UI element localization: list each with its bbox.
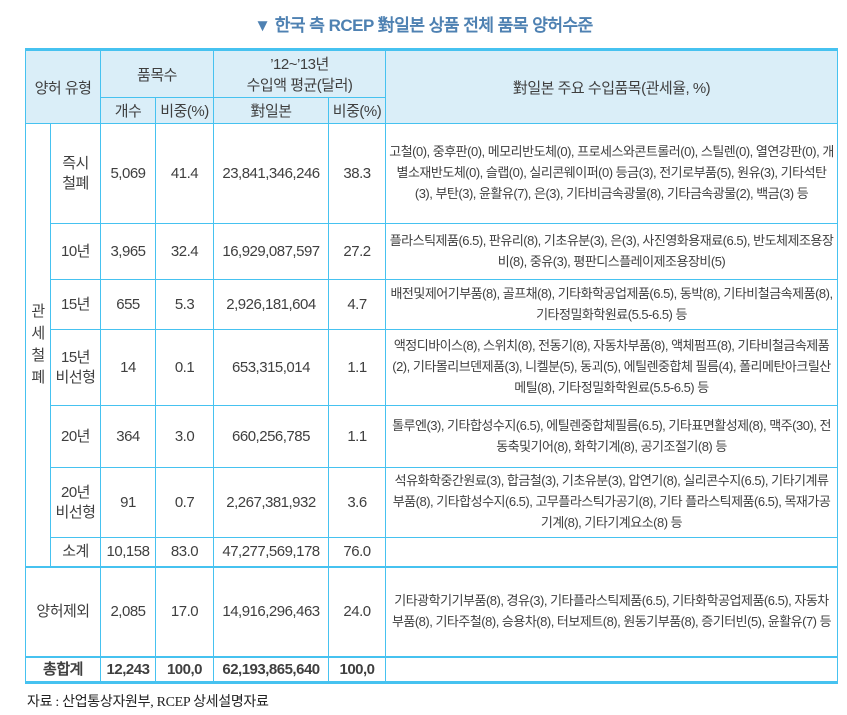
cell-import-pct: 38.3: [327, 123, 387, 224]
cell-items: 톨루엔(3), 기타합성수지(6.5), 에틸렌중합체필름(6.5), 기타표면…: [385, 405, 839, 468]
table-row-10y: 10년 3,965 32.4 16,929,087,597 27.2 플라스틱제…: [26, 223, 839, 280]
cell-import-value: 2,926,181,604: [213, 279, 329, 330]
cell-type: 소계: [50, 537, 101, 567]
cell-count: 3,965: [100, 223, 156, 280]
cell-count: 10,158: [100, 537, 156, 567]
header-concession-type: 양허 유형: [25, 49, 101, 124]
cell-items: [385, 537, 839, 567]
cell-type: 20년: [50, 405, 101, 468]
cell-count-pct: 17.0: [155, 565, 214, 657]
cell-count-pct: 5.3: [155, 279, 214, 330]
cell-type: 10년: [50, 223, 101, 280]
cell-count-pct: 0.7: [155, 467, 214, 538]
rcep-concession-table: 양허 유형 품목수 ’12~’13년 수입액 평균(달러) 對일본 주요 수입품…: [25, 48, 839, 684]
cell-count-pct: 0.1: [155, 329, 214, 406]
cell-import-value: 14,916,296,463: [213, 565, 329, 657]
cell-count-pct: 32.4: [155, 223, 214, 280]
table-title: ▼ 한국 측 RCEP 對일본 상품 전체 품목 양허수준: [254, 16, 593, 35]
table-row-15y-nonlinear: 15년 비선형 14 0.1 653,315,014 1.1 액정디바이스(8)…: [26, 329, 839, 406]
header-import-avg-line2: 수입액 평균(달러): [246, 77, 353, 94]
cell-items: 배전및제어기부품(8), 골프채(8), 기타화학공업제품(6.5), 동박(8…: [385, 279, 839, 330]
cell-count-pct: 3.0: [155, 405, 214, 468]
cell-import-pct: 4.7: [327, 279, 387, 330]
table-row-exclusion: 양허제외 2,085 17.0 14,916,296,463 24.0 기타광학…: [25, 565, 839, 657]
cell-type: 15년: [50, 279, 101, 330]
table-row-20y-nonlinear: 20년 비선형 91 0.7 2,267,381,932 3.6 석유화학중간원…: [26, 467, 839, 538]
cell-count: 91: [100, 467, 156, 538]
cell-count: 2,085: [100, 565, 156, 657]
cell-import-value: 2,267,381,932: [213, 467, 329, 538]
cell-import-value: 47,277,569,178: [213, 537, 329, 567]
cell-import-pct: 1.1: [327, 405, 387, 468]
cell-type: 즉시 철폐: [50, 123, 101, 224]
cell-count: 655: [100, 279, 156, 330]
table-row-grand-total: 총합계 12,243 100,0 62,193,865,640 100,0: [25, 655, 839, 683]
cell-import-pct: 76.0: [327, 537, 387, 567]
cell-items: 플라스틱제품(6.5), 판유리(8), 기초유분(3), 은(3), 사진영화…: [385, 223, 839, 280]
cell-items: [385, 655, 839, 683]
source-note: 자료 : 산업통상자원부, RCEP 상세설명자료: [27, 695, 269, 710]
cell-items: 액정디바이스(8), 스위치(8), 전동기(8), 자동차부품(8), 액체펌…: [385, 329, 839, 406]
cell-import-pct: 24.0: [327, 565, 387, 657]
cell-items: 석유화학중간원료(3), 합금철(3), 기초유분(3), 압연기(8), 실리…: [385, 467, 839, 538]
cell-import-value: 653,315,014: [213, 329, 329, 406]
subheader-count-pct: 비중(%): [155, 97, 214, 124]
cell-import-pct: 27.2: [327, 223, 387, 280]
table-row-20y: 20년 364 3.0 660,256,785 1.1 톨루엔(3), 기타합성…: [26, 405, 839, 468]
cell-type: 양허제외: [25, 565, 101, 657]
header-row-1: 양허 유형 품목수 ’12~’13년 수입액 평균(달러) 對일본 주요 수입품…: [25, 49, 839, 124]
cell-import-value: 23,841,346,246: [213, 123, 329, 224]
header-import-avg-group: ’12~’13년 수입액 평균(달러): [212, 49, 387, 98]
cell-import-pct: 100,0: [327, 655, 387, 683]
cell-import-value: 16,929,087,597: [213, 223, 329, 280]
table-row-immediate: 관세철폐 즉시 철폐 5,069 41.4 23,841,346,246 38.…: [25, 123, 839, 567]
table-row-subtotal: 소계 10,158 83.0 47,277,569,178 76.0: [26, 537, 839, 567]
cell-import-pct: 3.6: [327, 467, 387, 538]
subheader-count: 개수: [100, 97, 156, 124]
cell-count-pct: 100,0: [155, 655, 214, 683]
cell-count: 12,243: [100, 655, 156, 683]
cell-type: 총합계: [25, 655, 101, 683]
header-row-2: 개수 비중(%) 對일본 비중(%): [26, 97, 838, 124]
cell-items: 고철(0), 중후판(0), 메모리반도체(0), 프로세스와콘트롤러(0), …: [385, 123, 839, 224]
cell-items: 기타광학기기부품(8), 경유(3), 기타플라스틱제품(6.5), 기타화학공…: [385, 565, 839, 657]
subheader-import-pct: 비중(%): [327, 97, 387, 124]
subheader-import-japan: 對일본: [213, 97, 329, 124]
cell-type: 20년 비선형: [50, 467, 101, 538]
table-row-15y: 15년 655 5.3 2,926,181,604 4.7 배전및제어기부품(8…: [26, 279, 839, 330]
cell-count: 364: [100, 405, 156, 468]
cell-import-pct: 1.1: [327, 329, 387, 406]
header-main-import-items: 對일본 주요 수입품목(관세율, %): [385, 49, 839, 124]
cell-count: 14: [100, 329, 156, 406]
cell-import-value: 62,193,865,640: [213, 655, 329, 683]
cell-type: 15년 비선형: [50, 329, 101, 406]
cell-import-value: 660,256,785: [213, 405, 329, 468]
header-item-count-group: 품목수: [100, 49, 214, 98]
cell-count-pct: 41.4: [155, 123, 214, 224]
cell-count-pct: 83.0: [155, 537, 214, 567]
group-label-tariff-elimination: 관세철폐: [25, 123, 51, 567]
cell-count: 5,069: [100, 123, 156, 224]
page: ▼ 한국 측 RCEP 對일본 상품 전체 품목 양허수준 양허 유형 품목수 …: [0, 11, 847, 715]
header-import-avg-line1: ’12~’13년: [270, 56, 329, 73]
